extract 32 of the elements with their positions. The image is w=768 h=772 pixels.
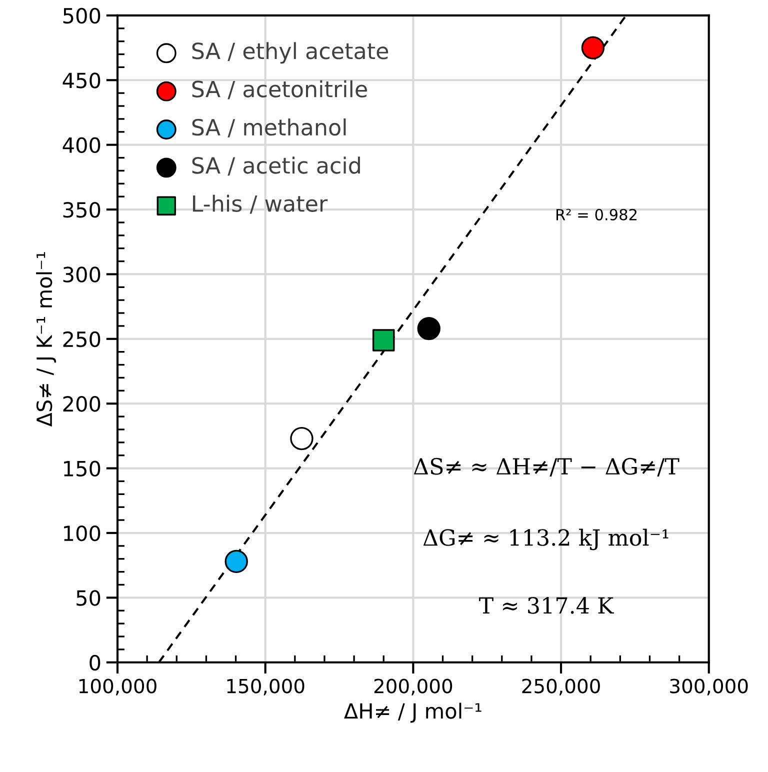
y-tick-label: 500 — [63, 8, 100, 24]
y-tick-label: 400 — [62, 137, 100, 154]
legend-label: SA / acetonitrile — [192, 80, 367, 100]
y-tick-label: 150 — [64, 460, 100, 477]
y-tick-label: 250 — [63, 331, 100, 348]
point — [581, 36, 605, 60]
y-tick-label: 100 — [64, 525, 100, 542]
y-tick-label: 0 — [90, 654, 100, 671]
legend-label: SA / acetic acid — [192, 156, 360, 176]
y-tick-label: 200 — [63, 396, 100, 412]
annotation: ΔS≠ ≈ ΔH≠/T − ΔG≠/T — [414, 458, 680, 476]
y-tick-label: 300 — [63, 266, 100, 282]
point — [372, 329, 395, 352]
point — [290, 426, 314, 450]
y-tick-label: 350 — [63, 202, 100, 218]
annotation: R² = 0.982 — [556, 208, 636, 220]
point — [224, 550, 248, 574]
annotation: ΔG≠ ≈ 113.2 kJ mol⁻¹ — [423, 528, 668, 550]
x-tick-label: 200,000 — [374, 678, 452, 696]
y-tick-label: 50 — [76, 590, 100, 606]
x-tick-label: 250,000 — [522, 678, 600, 696]
y-tick-label: 450 — [62, 72, 100, 88]
legend-label: SA / methanol — [192, 118, 346, 138]
point — [417, 316, 440, 340]
y-axis-title: ΔS≠ / J K⁻¹ mol⁻¹ — [36, 252, 56, 427]
x-tick-label: 100,000 — [79, 678, 156, 696]
x-axis-title: ΔH≠ / J mol⁻¹ — [344, 702, 482, 723]
x-tick-label: 300,000 — [670, 678, 748, 696]
legend-label: L-his / water — [193, 194, 328, 214]
x-tick-label: 150,000 — [227, 678, 304, 696]
annotation: T ≈ 317.4 K — [479, 597, 614, 614]
legend-label: SA / ethyl acetate — [192, 42, 388, 64]
